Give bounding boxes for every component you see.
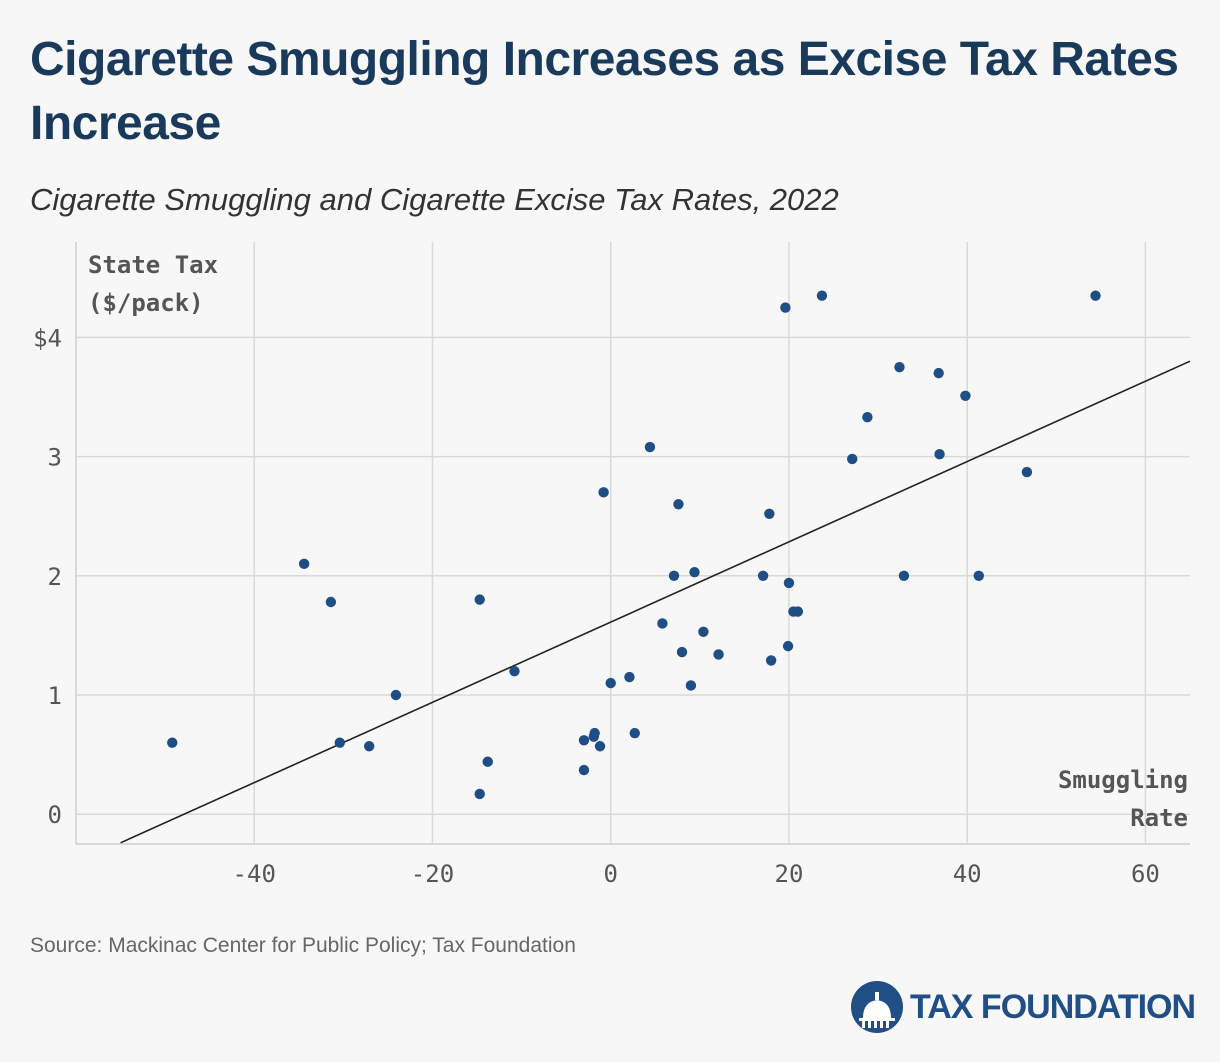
data-point [782, 640, 794, 652]
ticks-layer: -40 -20 0 20 40 60 0 1 2 3 $4 [33, 324, 1160, 888]
grid-layer [75, 242, 1190, 845]
data-point [765, 655, 777, 666]
data-point [898, 570, 910, 581]
data-point [325, 596, 337, 608]
data-point [1021, 466, 1033, 478]
x-tick-label: 20 [775, 860, 804, 888]
data-point [960, 390, 971, 401]
data-point [673, 499, 684, 510]
data-point [783, 577, 795, 589]
data-point [934, 448, 945, 460]
x-axis-title-line: Smuggling [1058, 766, 1188, 794]
y-tick-label: $4 [33, 324, 62, 352]
trendline [120, 360, 1191, 844]
data-point [668, 570, 680, 581]
x-tick-label: 60 [1131, 860, 1160, 888]
x-axis-title-line: Rate [1130, 804, 1188, 832]
data-point [629, 727, 640, 739]
data-point [973, 570, 984, 581]
chart-subtitle: Cigarette Smuggling and Cigarette Excise… [30, 182, 839, 217]
data-point [578, 735, 590, 746]
trendline-layer [120, 360, 1191, 844]
data-point [764, 508, 775, 519]
tax-foundation-logo: TAX FOUNDATION [850, 980, 1196, 1034]
data-point [689, 567, 700, 578]
data-point [482, 756, 493, 767]
y-tick-label: 3 [48, 444, 62, 472]
data-point [676, 646, 688, 658]
data-point [792, 606, 804, 617]
data-point [605, 677, 616, 689]
y-tick-label: 1 [48, 682, 62, 710]
points-layer [167, 290, 1101, 800]
data-point [390, 689, 402, 701]
data-point [298, 558, 310, 570]
x-tick-label: 0 [603, 860, 617, 888]
data-point [334, 737, 345, 748]
data-point [364, 741, 375, 752]
data-point [847, 453, 858, 465]
data-point [933, 367, 944, 379]
scatter-chart: -40 -20 0 20 40 60 0 1 2 3 $4 State Tax ($/pack) Smu… [33, 242, 1191, 888]
y-tick-label: 0 [48, 801, 62, 829]
data-point [757, 570, 769, 581]
chart-title: Cigarette Smuggling Increases as Excise … [30, 33, 1179, 150]
y-axis-title-line: State Tax [88, 251, 218, 279]
x-tick-label: 40 [953, 860, 982, 888]
data-point [509, 665, 520, 677]
axis-title-layer: State Tax ($/pack) Smuggling Rate [88, 251, 1188, 832]
data-point [167, 737, 178, 748]
data-point [657, 618, 668, 629]
data-point [589, 727, 600, 739]
capitol-dome-icon [851, 981, 903, 1033]
data-point [594, 741, 606, 752]
data-point [685, 680, 697, 691]
data-point [624, 671, 635, 683]
data-point [1090, 290, 1101, 301]
y-axis-title-line: ($/pack) [88, 289, 204, 317]
source-note: Source: Mackinac Center for Public Polic… [30, 934, 576, 957]
data-point [894, 361, 905, 373]
data-point [598, 487, 609, 498]
x-tick-label: -40 [233, 860, 276, 888]
data-point [862, 412, 873, 423]
data-point [644, 441, 656, 453]
data-point [780, 302, 791, 313]
logo-text: TAX FOUNDATION [910, 987, 1196, 1026]
data-point [578, 764, 590, 776]
data-point [713, 649, 724, 660]
x-tick-label: -20 [411, 860, 454, 888]
data-point [816, 290, 828, 301]
data-point [474, 594, 485, 605]
y-tick-label: 2 [48, 563, 62, 591]
data-point [474, 788, 485, 800]
data-point [698, 626, 709, 638]
